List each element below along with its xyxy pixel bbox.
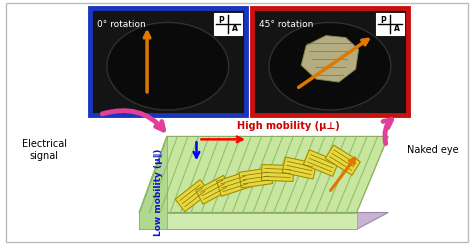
Polygon shape — [239, 168, 273, 188]
Text: 45° rotation: 45° rotation — [259, 20, 313, 29]
Ellipse shape — [269, 23, 391, 110]
Polygon shape — [303, 150, 338, 176]
Polygon shape — [139, 136, 388, 213]
Bar — [90, 8, 246, 115]
Text: Low mobility (μ∥): Low mobility (μ∥) — [155, 149, 164, 236]
Text: High mobility (μ⊥): High mobility (μ⊥) — [237, 122, 340, 131]
Text: P: P — [381, 16, 386, 25]
Text: A: A — [394, 24, 400, 33]
Polygon shape — [139, 213, 356, 229]
Text: Electrical
signal: Electrical signal — [22, 139, 67, 161]
Polygon shape — [139, 136, 167, 229]
FancyArrowPatch shape — [102, 111, 164, 130]
Text: Naked eye: Naked eye — [407, 145, 458, 155]
Polygon shape — [262, 164, 293, 182]
Polygon shape — [139, 213, 388, 229]
Text: A: A — [232, 24, 238, 33]
Bar — [214, 13, 242, 34]
Polygon shape — [282, 157, 316, 179]
Polygon shape — [301, 35, 358, 82]
Polygon shape — [217, 171, 252, 196]
Bar — [252, 8, 408, 115]
Polygon shape — [325, 145, 360, 175]
Text: P: P — [219, 16, 224, 25]
Text: 0° rotation: 0° rotation — [97, 20, 146, 29]
Polygon shape — [196, 175, 231, 204]
Ellipse shape — [107, 23, 229, 110]
FancyArrowPatch shape — [383, 120, 392, 144]
Bar — [376, 13, 404, 34]
Polygon shape — [175, 180, 210, 212]
